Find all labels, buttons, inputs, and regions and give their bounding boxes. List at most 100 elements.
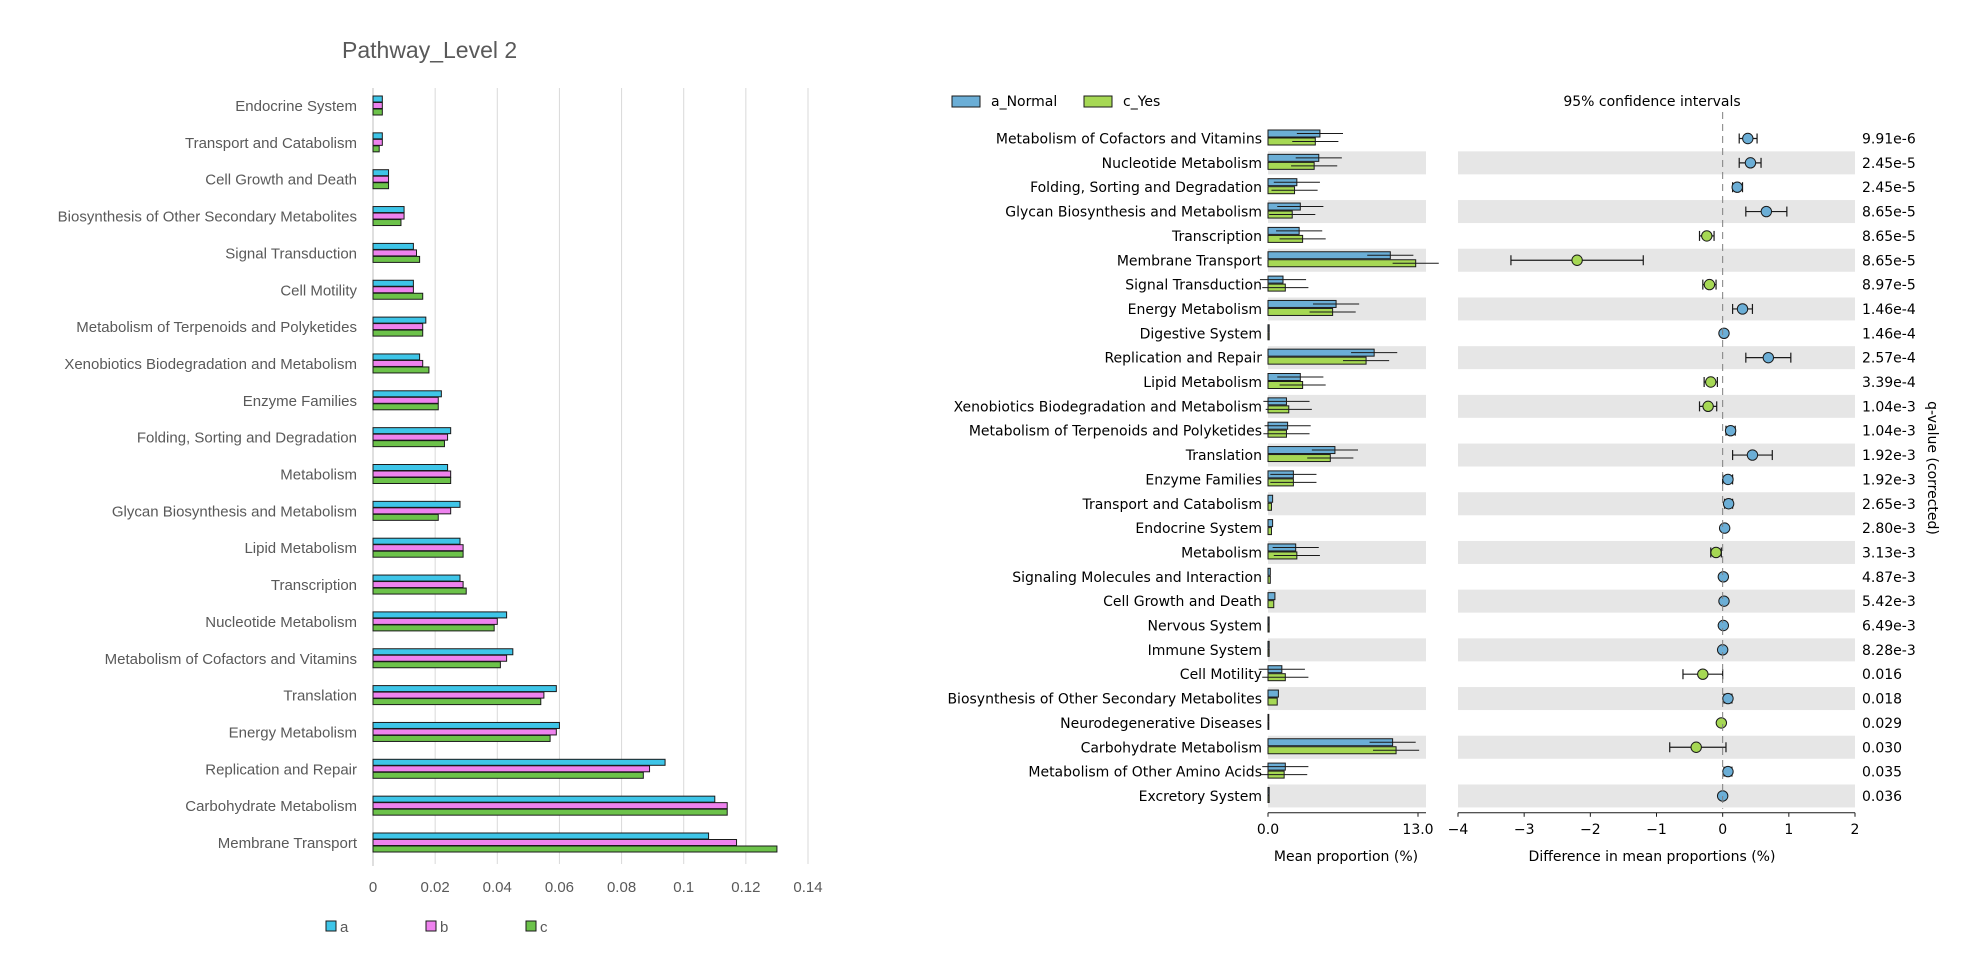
bar-a-transcription [372, 574, 461, 582]
bar-b-cell-growth-and-death [372, 175, 390, 183]
q-value: 2.57e-4 [1862, 351, 1916, 367]
q-value: 1.46e-4 [1862, 326, 1916, 342]
extended-error-bar-chart: a_Normal c_Yes 95% confidence intervals M… [947, 94, 1940, 865]
row-stripe [1458, 638, 1855, 662]
category-label: Energy Metabolism [1128, 302, 1262, 318]
row-stripe [1458, 394, 1855, 418]
category-label: Transcription [271, 577, 357, 594]
row-stripe [1268, 200, 1426, 224]
bar-b-replication-and-repair [372, 765, 651, 773]
ci-points [1510, 132, 1792, 802]
q-value-labels: 9.91e-6 2.45e-5 2.45e-5 8.65e-5 8.65e-5 8.65e… [1862, 132, 1916, 805]
bar-c-energy-metabolism [372, 734, 551, 742]
category-label: Translation [283, 688, 357, 705]
q-value: 0.030 [1862, 740, 1902, 756]
q-value: 0.035 [1862, 765, 1902, 781]
category-label: Transport and Catabolism [1081, 497, 1262, 513]
bar-a-folding-sorting-and-degradation [372, 427, 452, 435]
diff-point-folding-sorting-and-degradation [1731, 181, 1743, 193]
x-tick-label: 0.04 [483, 879, 512, 896]
diff-point-transcription [1701, 230, 1713, 242]
row-stripe [1458, 248, 1855, 272]
bar-b-lipid-metabolism [372, 544, 464, 552]
category-label: Replication and Repair [205, 761, 357, 778]
diff-point-energy-metabolism [1736, 303, 1749, 315]
bar-b-metabolism [372, 470, 452, 478]
diff-point-transport-and-catabolism [1722, 498, 1735, 510]
q-value: 2.45e-5 [1862, 156, 1916, 172]
row-stripe [1458, 200, 1855, 224]
bar-a-metabolism-of-terpenoids-and-polyketides [372, 316, 427, 324]
bar-c-lipid-metabolism [372, 550, 464, 558]
bar-c-biosynthesis-of-other-secondary-metabolites [372, 219, 402, 227]
q-value-axis-label: q-value (corrected) [1924, 401, 1940, 535]
row-stripe [1458, 492, 1855, 516]
category-label: Biosynthesis of Other Secondary Metaboli… [947, 692, 1262, 708]
category-label: Folding, Sorting and Degradation [1030, 180, 1262, 196]
diff-point-glycan-biosynthesis-and-metabolism [1760, 205, 1773, 218]
diff-point-cell-motility [1697, 668, 1709, 680]
x-tick-label: 0.14 [793, 879, 822, 896]
bar-a-xenobiotics-biodegradation-and-metabolism [372, 353, 421, 361]
mean-bar-c-yes-biosynthesis-of-other-secondary-metabolites [1267, 697, 1278, 706]
mean-bar-c-yes-digestive-system [1267, 332, 1270, 341]
q-value: 2.80e-3 [1862, 521, 1916, 537]
category-label: Metabolism of Other Amino Acids [1028, 765, 1262, 781]
diff-point-metabolism [1710, 546, 1722, 559]
row-stripe [1458, 784, 1855, 808]
bar-c-signal-transduction [372, 255, 421, 263]
left-category-labels: Endocrine System Transport and Catabolism… [58, 98, 358, 852]
bar-b-transport-and-catabolism [372, 138, 383, 146]
bar-c-translation [372, 698, 542, 706]
bar-a-biosynthesis-of-other-secondary-metabolites [372, 206, 405, 214]
category-label: Membrane Transport [1117, 253, 1263, 269]
bar-c-endocrine-system [372, 108, 383, 116]
category-label: Cell Growth and Death [205, 172, 357, 189]
bar-a-enzyme-families [372, 390, 442, 398]
q-value: 0.016 [1862, 667, 1902, 683]
bar-c-xenobiotics-biodegradation-and-metabolism [372, 366, 430, 374]
diff-point-translation [1746, 449, 1759, 461]
row-stripe [1268, 687, 1426, 711]
category-label: Energy Metabolism [229, 724, 357, 741]
category-label: Carbohydrate Metabolism [1081, 740, 1262, 756]
row-stripe [1268, 638, 1426, 662]
x-tick-label: 0.1 [673, 879, 694, 896]
diff-point-nucleotide-metabolism [1744, 157, 1757, 169]
row-stripe [1458, 151, 1855, 175]
category-label: Cell Motility [1180, 667, 1262, 683]
q-value: 0.036 [1862, 789, 1902, 805]
bar-a-metabolism [372, 464, 449, 471]
bar-a-lipid-metabolism [372, 537, 461, 545]
bar-b-enzyme-families [372, 396, 439, 404]
diff-point-signal-transduction [1703, 278, 1716, 291]
row-stripe [1458, 687, 1855, 711]
diff-point-replication-and-repair [1762, 351, 1775, 364]
mean-bar-a-normal-nervous-system [1267, 616, 1270, 625]
bar-b-endocrine-system [372, 102, 383, 109]
category-label: Lipid Metabolism [244, 540, 357, 557]
x-tick-label: 2 [1851, 822, 1860, 838]
category-label: Neurodegenerative Diseases [1060, 716, 1262, 732]
category-label: Signaling Molecules and Interaction [1012, 570, 1262, 586]
q-value: 1.04e-3 [1862, 399, 1916, 415]
q-value: 1.92e-3 [1862, 472, 1916, 488]
mean-bar-a-normal-endocrine-system [1267, 519, 1274, 528]
category-label: Xenobiotics Biodegradation and Metabolis… [64, 356, 357, 373]
category-label: Enzyme Families [243, 393, 357, 410]
bar-a-transport-and-catabolism [372, 132, 383, 140]
diff-point-signaling-molecules-and-interaction [1717, 571, 1730, 583]
category-label: Excretory System [1139, 789, 1262, 805]
q-value: 1.46e-4 [1862, 302, 1916, 318]
category-label: Nervous System [1147, 619, 1262, 635]
category-label: Transcription [1171, 229, 1262, 245]
category-label: Endocrine System [1135, 521, 1262, 537]
x-tick-label: 1 [1784, 822, 1793, 838]
ci-panel-title: 95% confidence intervals [1563, 94, 1740, 110]
q-value: 3.13e-3 [1862, 545, 1916, 561]
bar-c-nucleotide-metabolism [372, 624, 495, 632]
mean-bar-a-normal-cell-growth-and-death [1267, 592, 1276, 601]
diff-point-neurodegenerative-diseases [1715, 717, 1728, 729]
bar-b-metabolism-of-cofactors-and-vitamins [372, 654, 508, 662]
